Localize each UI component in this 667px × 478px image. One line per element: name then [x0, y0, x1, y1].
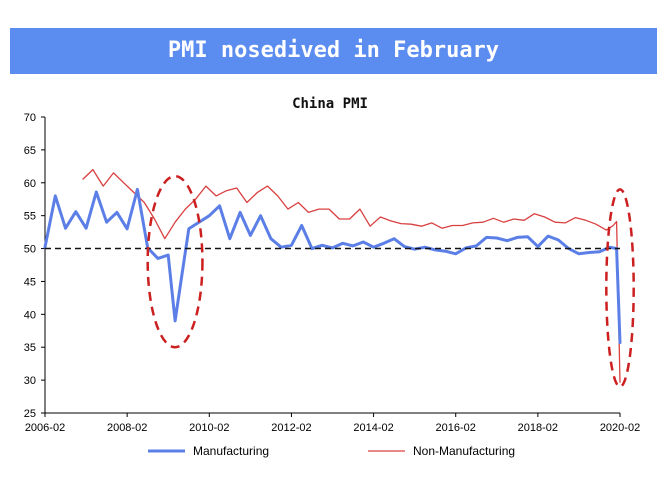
- y-tick-label: 60: [24, 178, 36, 190]
- y-tick-label: 50: [24, 244, 36, 256]
- y-tick-label: 25: [24, 408, 36, 420]
- y-tick-label: 30: [24, 375, 36, 387]
- y-tick-label: 45: [24, 276, 36, 288]
- y-tick-label: 40: [24, 309, 36, 321]
- x-tick-label: 2010-02: [189, 422, 229, 434]
- x-tick-label: 2008-02: [107, 422, 147, 434]
- x-tick-label: 2006-02: [25, 422, 65, 434]
- x-tick-label: 2014-02: [353, 422, 393, 434]
- chart-title: China PMI: [292, 96, 368, 112]
- y-tick-label: 55: [24, 211, 36, 223]
- y-tick-label: 70: [24, 112, 36, 124]
- legend-label-manufacturing: Manufacturing: [193, 444, 269, 458]
- title-banner: PMI nosedived in February: [10, 28, 657, 74]
- x-tick-label: 2016-02: [436, 422, 476, 434]
- y-tick-label: 35: [24, 342, 36, 354]
- plot-area: 25 30 35 40 45 50 55 60 65 70 2006-02 2008-02 2010-0…: [24, 112, 640, 434]
- banner-title: PMI nosedived in February: [167, 38, 500, 63]
- x-tick-label: 2012-02: [271, 422, 311, 434]
- y-tick-label: 65: [24, 145, 36, 157]
- x-tick-label: 2020-02: [600, 422, 640, 434]
- legend: Manufacturing Non-Manufacturing: [148, 444, 515, 458]
- x-tick-label: 2018-02: [518, 422, 558, 434]
- series-line-non-manufacturing: [82, 168, 621, 383]
- highlight-ellipse-1: [146, 174, 204, 349]
- legend-label-non-manufacturing: Non-Manufacturing: [413, 444, 515, 458]
- series-line-manufacturing: [43, 187, 622, 345]
- highlight-ellipse-2: [605, 188, 635, 388]
